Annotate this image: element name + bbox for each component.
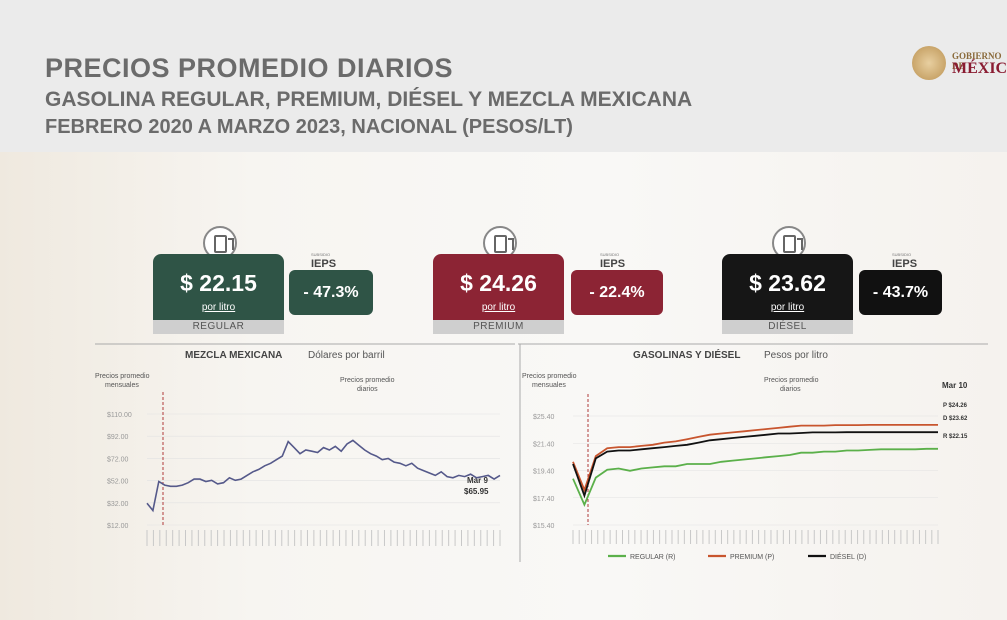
- chart1-ytick-label: $72.00: [107, 456, 129, 463]
- logo-text-bottom: MÉXICO: [952, 60, 1007, 77]
- chart-gasolinas-diesel: GASOLINAS Y DIÉSEL Pesos por litro Preci…: [518, 343, 988, 562]
- chart2-legend-label: DIÉSEL (D): [830, 552, 866, 561]
- price-box-regular: $ 22.15 por litro: [153, 254, 284, 320]
- unit-diesel: por litro: [770, 302, 805, 313]
- unit-regular: por litro: [201, 302, 236, 313]
- chart1-subtitle: Dólares por barril: [308, 350, 385, 361]
- label-premium: PREMIUM: [433, 320, 564, 334]
- page-subtitle: GASOLINA REGULAR, PREMIUM, DIÉSEL Y MEZC…: [45, 88, 693, 111]
- chart2-subtitle: Pesos por litro: [764, 350, 828, 361]
- chart2-legend-label: PREMIUM (P): [730, 554, 774, 561]
- chart1-ytick-label: $12.00: [107, 523, 129, 530]
- chart2-annotation-daily-2: diarios: [780, 386, 801, 393]
- price-box-premium: $ 24.26 por litro: [433, 254, 564, 320]
- subsidy-small-regular: SUBSIDIO: [311, 252, 331, 257]
- chart2-annotation-monthly-1: Precios promedio: [522, 373, 577, 380]
- header-band: PRECIOS PROMEDIO DIARIOS GASOLINA REGULA…: [0, 0, 1007, 152]
- ieps-pct-diesel: - 43.7%: [859, 270, 942, 315]
- subsidy-small-premium: SUBSIDIO: [600, 252, 620, 257]
- price-regular: $ 22.15: [180, 270, 257, 296]
- price-diesel: $ 23.62: [749, 270, 826, 296]
- logo-text-top: GOBIERNO DE: [952, 51, 1002, 71]
- ieps-label-premium: IEPS: [600, 258, 626, 270]
- ieps-label-regular: IEPS: [311, 258, 337, 270]
- chart2-series-line-2: [572, 431, 938, 499]
- card-diesel: $ 23.62 por litro DIÉSEL SUBSIDIO IEPS -…: [722, 226, 952, 336]
- chart2-annotation-daily-1: Precios promedio: [764, 377, 819, 384]
- card-premium: $ 24.26 por litro PREMIUM SUBSIDIO IEPS …: [433, 226, 673, 336]
- chart1-annotation-daily-2: diarios: [357, 386, 378, 393]
- government-logo: GOBIERNO DE MÉXICO: [912, 46, 1007, 86]
- label-diesel: DIÉSEL: [722, 320, 853, 334]
- chart2-title: GASOLINAS Y DIÉSEL: [633, 348, 740, 361]
- page-period: FEBRERO 2020 A MARZO 2023, NACIONAL (PES…: [45, 116, 573, 138]
- chart1-ytick-label: $32.00: [107, 501, 129, 508]
- chart2-ytick-label: $15.40: [533, 523, 555, 530]
- eagle-seal-icon: [912, 46, 946, 80]
- chart2-ytick-label: $17.40: [533, 496, 555, 503]
- chart2-ytick-label: $21.40: [533, 441, 555, 448]
- chart2-legend-label: REGULAR (R): [630, 554, 676, 561]
- price-premium: $ 24.26: [460, 270, 537, 296]
- chart2-end-label-regular: R $22.15: [943, 434, 968, 440]
- chart2-ytick-label: $19.40: [533, 469, 555, 476]
- chart1-annotation-monthly-2: mensuales: [105, 382, 139, 389]
- chart2-end-label-premium: P $24.26: [943, 403, 968, 409]
- label-regular: REGULAR: [153, 320, 284, 334]
- chart1-ytick-label: $110.00: [107, 412, 132, 419]
- ieps-pct-regular: - 47.3%: [289, 270, 373, 315]
- ieps-label-diesel: IEPS: [892, 258, 918, 270]
- chart2-series-line-1: [572, 424, 938, 493]
- chart1-annotation-monthly-1: Precios promedio: [95, 373, 150, 380]
- chart1-annotation-daily-1: Precios promedio: [340, 377, 395, 384]
- chart1-end-value: $65.95: [464, 487, 489, 496]
- chart1-series-line: [146, 439, 501, 513]
- unit-premium: por litro: [481, 302, 516, 313]
- chart2-end-date: Mar 10: [942, 381, 968, 390]
- price-box-diesel: $ 23.62 por litro: [722, 254, 853, 320]
- chart2-annotation-monthly-2: mensuales: [532, 382, 566, 389]
- chart-mezcla-mexicana: MEZCLA MEXICANA Dólares por barril Preci…: [95, 343, 515, 546]
- chart2-series-line-0: [572, 447, 938, 507]
- chart1-end-date: Mar 9: [467, 476, 488, 485]
- chart2-ytick-label: $25.40: [533, 414, 555, 421]
- chart1-ytick-label: $52.00: [107, 479, 129, 486]
- page-title: PRECIOS PROMEDIO DIARIOS: [45, 53, 454, 83]
- ieps-pct-premium: - 22.4%: [571, 270, 663, 315]
- chart1-ytick-label: $92.00: [107, 434, 129, 441]
- subsidy-small-diesel: SUBSIDIO: [892, 252, 912, 257]
- chart2-end-label-diesel: D $23.62: [943, 416, 968, 422]
- chart1-title: MEZCLA MEXICANA: [185, 350, 282, 361]
- card-regular: $ 22.15 por litro REGULAR SUBSIDIO IEPS …: [153, 226, 383, 336]
